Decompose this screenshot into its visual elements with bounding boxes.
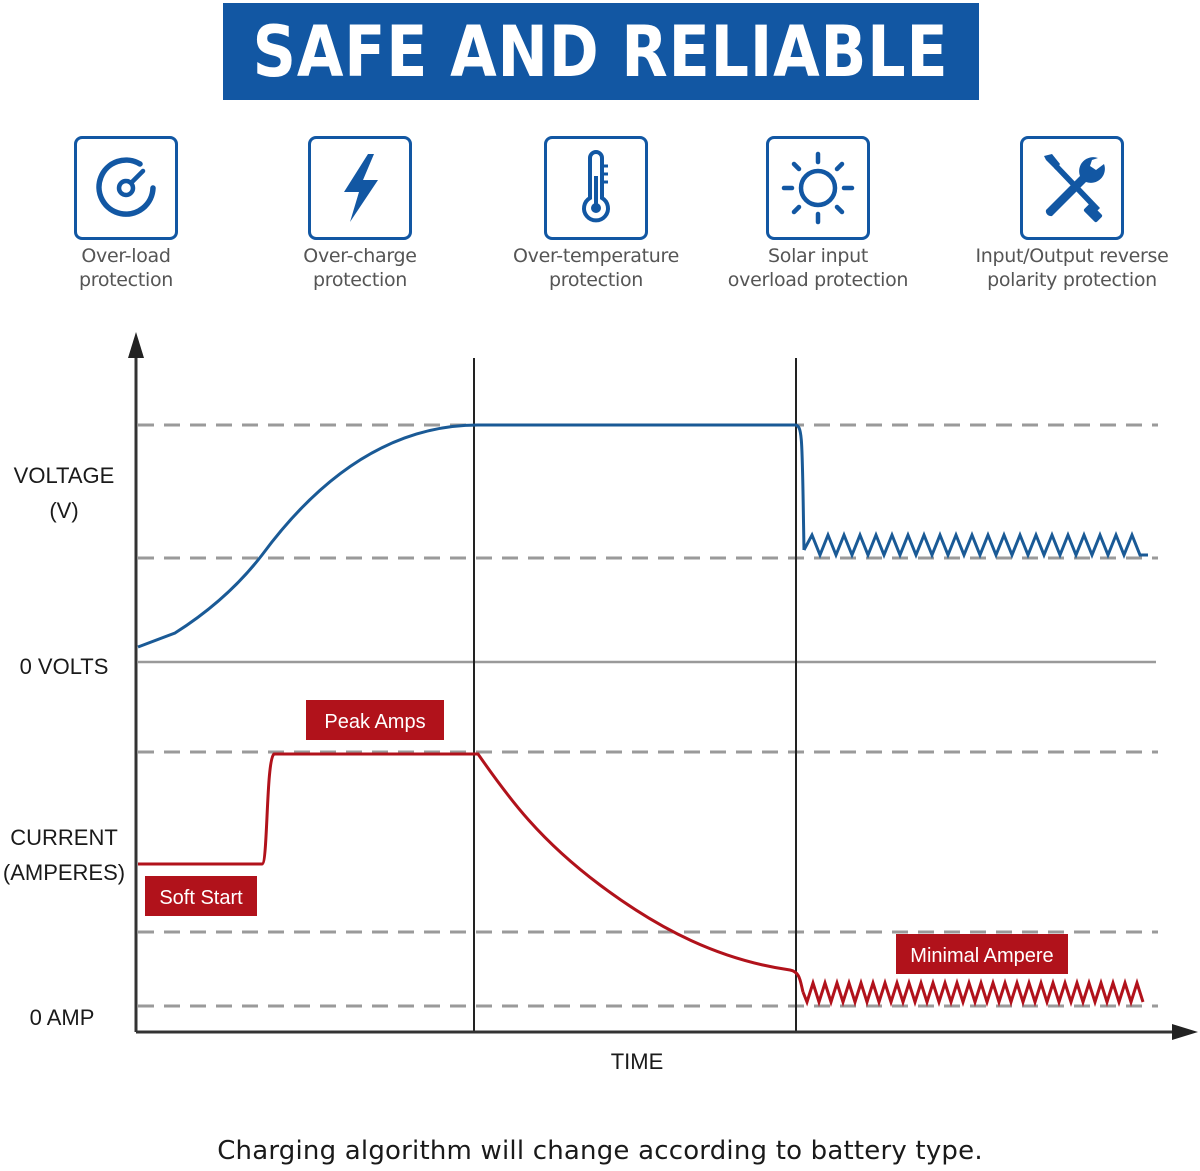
title-banner: SAFE AND RELIABLE: [223, 3, 979, 100]
time-axis-label: TIME: [611, 1049, 664, 1074]
voltage-unit-label: (V): [49, 498, 78, 523]
voltage-float-zigzag: [802, 530, 1148, 560]
feature-label: Over-charge protection: [303, 245, 417, 291]
feature-label: Input/Output reverse polarity protection: [975, 245, 1169, 291]
x-axis-arrow: [1172, 1024, 1198, 1040]
page-title: SAFE AND RELIABLE: [253, 10, 949, 93]
feature-label: Over-load protection: [78, 245, 174, 291]
feature-solar: Solar input overload protection: [698, 136, 938, 292]
peak-amps-text: Peak Amps: [324, 711, 425, 733]
zero-amp-label: 0 AMP: [30, 1005, 95, 1030]
tools-icon: [1020, 136, 1124, 240]
charging-diagram: VOLTAGE (V) 0 VOLTS CURRENT (AMPERES) 0 …: [3, 332, 1198, 1074]
current-curve: [138, 752, 805, 993]
feature-overload: Over-load protection: [6, 136, 246, 292]
minimal-ampere-tag: Minimal Ampere: [896, 934, 1068, 974]
feature-label: Over-temperature protection: [513, 245, 679, 291]
current-unit-label: (AMPERES): [3, 860, 125, 885]
feature-overcharge: Over-charge protection: [240, 136, 480, 292]
voltage-axis-label: VOLTAGE: [14, 463, 115, 488]
thermometer-icon: [544, 136, 648, 240]
peak-amps-tag: Peak Amps: [306, 700, 444, 740]
current-axis-label: CURRENT: [10, 825, 118, 850]
sun-icon: [766, 136, 870, 240]
minimal-ampere-text: Minimal Ampere: [910, 945, 1053, 967]
voltage-curve: [137, 423, 806, 649]
feature-label: Solar input overload protection: [727, 245, 909, 291]
gauge-icon: [74, 136, 178, 240]
y-axis-arrow: [128, 332, 144, 358]
feature-overtemperature: Over-temperature protection: [476, 136, 716, 292]
soft-start-tag: Soft Start: [145, 876, 257, 916]
soft-start-text: Soft Start: [159, 887, 243, 909]
feature-reverse-polarity: Input/Output reverse polarity protection: [952, 136, 1192, 292]
zero-volts-label: 0 VOLTS: [20, 654, 109, 679]
lightning-icon: [308, 136, 412, 240]
footer-note: Charging algorithm will change according…: [217, 1136, 983, 1166]
current-minimal-zigzag: [801, 978, 1145, 1007]
